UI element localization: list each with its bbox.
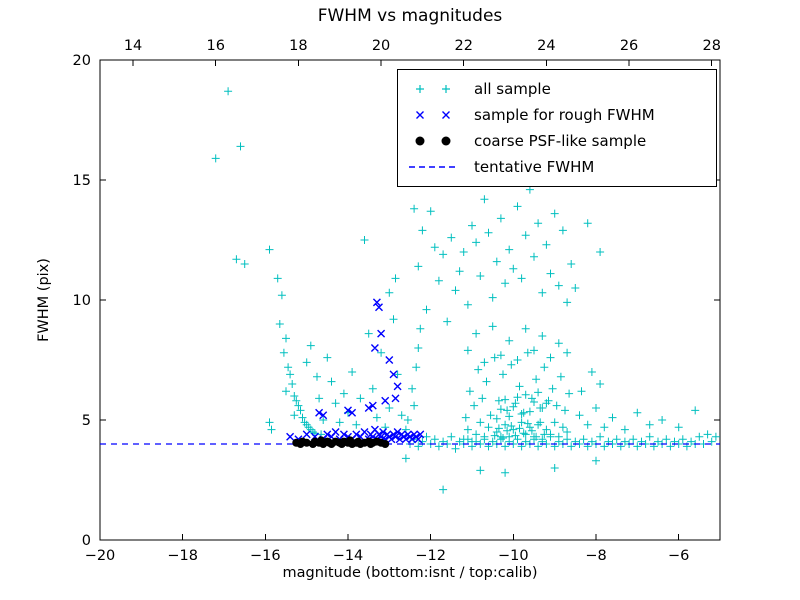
svg-text:−8: −8 [585,548,606,564]
rough-fwhm-points [286,298,425,444]
svg-text:20: 20 [73,53,91,69]
svg-text:5: 5 [82,413,91,429]
svg-text:−12: −12 [415,548,446,564]
svg-text:20: 20 [372,38,390,54]
x-axis-label: magnitude (bottom:isnt / top:calib) [282,565,538,581]
svg-text:−20: −20 [85,548,116,564]
svg-text:10: 10 [73,293,91,309]
legend-label: tentative FWHM [474,158,595,176]
svg-text:−18: −18 [167,548,198,564]
plus-marker-icon [406,81,462,97]
dot-marker-icon [406,133,462,149]
svg-text:18: 18 [289,38,307,54]
legend-label: sample for rough FWHM [474,106,655,124]
svg-text:0: 0 [82,533,91,549]
svg-text:24: 24 [537,38,555,54]
psf-like-points [292,436,390,448]
svg-text:−10: −10 [498,548,529,564]
svg-text:−14: −14 [333,548,364,564]
legend-entry-tentative-fwhm: tentative FWHM [406,154,708,180]
svg-text:−6: −6 [668,548,689,564]
all-sample-points [211,87,720,494]
y-axis-label: FWHM (pix) [36,258,52,342]
legend-label: coarse PSF-like sample [474,132,647,150]
svg-text:14: 14 [124,38,142,54]
svg-text:15: 15 [73,173,91,189]
legend-entry-rough-fwhm: sample for rough FWHM [406,102,708,128]
svg-text:22: 22 [455,38,473,54]
svg-text:26: 26 [620,38,638,54]
legend: all sample sample for rough FWHM coarse … [397,69,717,187]
plot-title: FWHM vs magnitudes [317,6,503,26]
svg-text:28: 28 [703,38,721,54]
legend-entry-psf-sample: coarse PSF-like sample [406,128,708,154]
svg-text:16: 16 [207,38,225,54]
svg-text:−16: −16 [250,548,281,564]
legend-entry-all-sample: all sample [406,76,708,102]
legend-label: all sample [474,80,551,98]
dashed-line-icon [406,159,462,175]
x-marker-icon [406,107,462,123]
